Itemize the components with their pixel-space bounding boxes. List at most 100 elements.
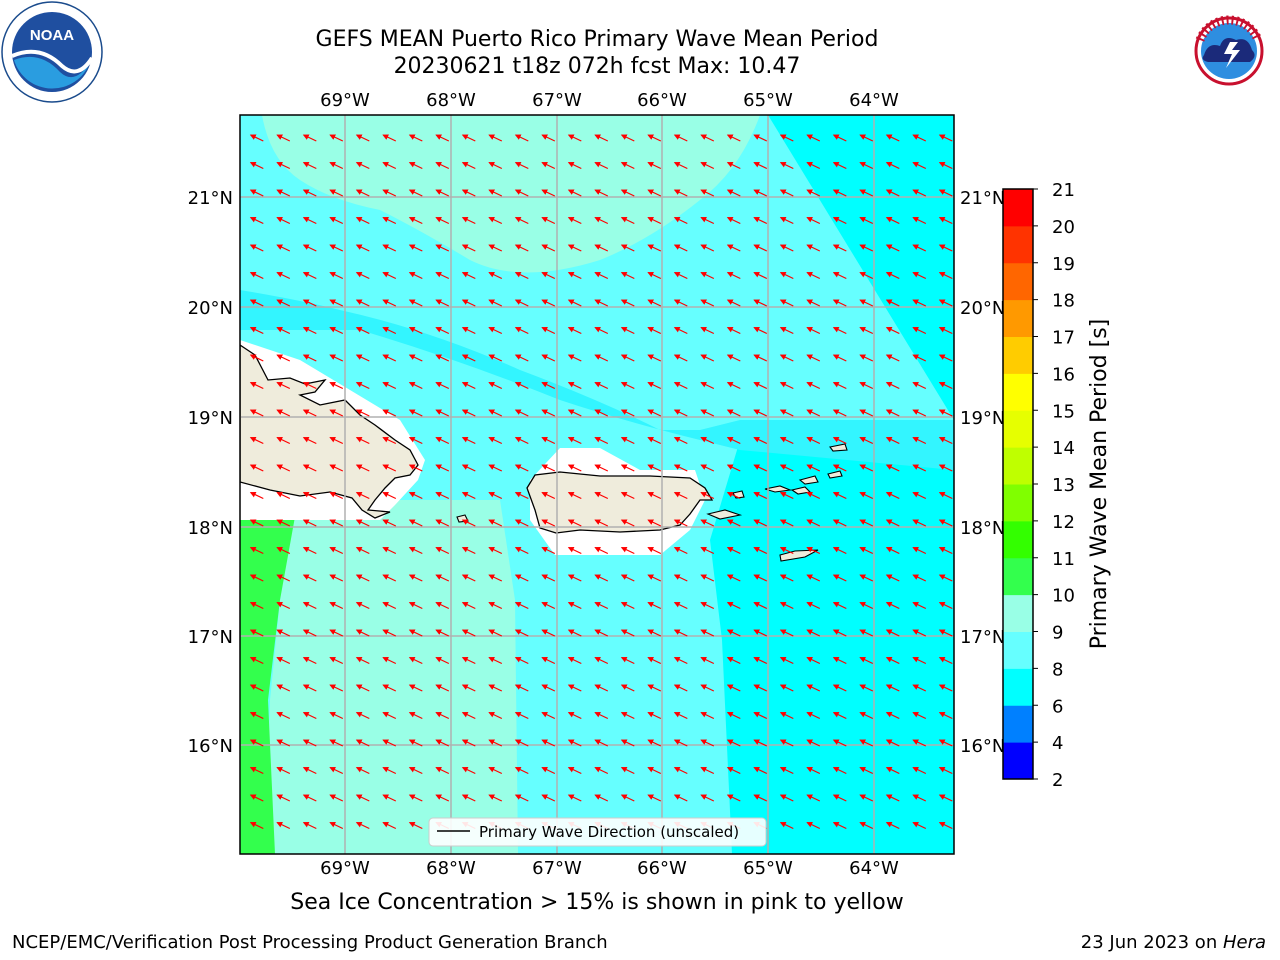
wave-arrow: [938, 821, 953, 830]
wave-arrow: [753, 546, 768, 555]
wave-arrow: [753, 354, 768, 362]
wave-arrow: [912, 711, 927, 720]
wave-arrow: [567, 409, 582, 417]
wave-arrow: [885, 381, 900, 390]
wave-arrow: [435, 354, 450, 362]
wave-arrow: [938, 244, 953, 252]
wave-arrow: [859, 684, 874, 692]
wave-arrow: [647, 656, 662, 665]
wave-arrow: [408, 216, 423, 225]
lat-label-left: 16°N: [188, 736, 233, 757]
wave-arrow: [276, 381, 291, 390]
wave-arrow: [753, 409, 768, 417]
wave-arrow: [249, 684, 264, 692]
wave-arrow: [408, 601, 423, 610]
wave-arrow: [329, 409, 344, 417]
wave-arrow: [700, 766, 715, 775]
wave-arrow: [249, 244, 264, 252]
wave-arrow: [541, 574, 556, 582]
wave-arrow: [673, 546, 688, 555]
wave-arrow: [620, 271, 635, 280]
wave-arrow: [647, 299, 662, 307]
wave-arrow: [859, 656, 874, 665]
wave-arrow: [302, 711, 317, 720]
wave-arrow: [912, 134, 927, 142]
lat-label-right: 19°N: [960, 408, 1005, 429]
wave-arrow: [302, 601, 317, 610]
wave-arrow: [567, 216, 582, 225]
wave-arrow: [435, 189, 450, 197]
wave-arrow: [249, 161, 264, 170]
wave-arrow: [488, 656, 503, 665]
wave-arrow: [885, 601, 900, 610]
wave-arrow: [912, 766, 927, 775]
wave-arrow: [302, 189, 317, 197]
wave-arrow: [461, 271, 476, 280]
wave-arrow: [806, 436, 821, 445]
wave-arrow: [806, 216, 821, 225]
wave-arrow: [726, 354, 741, 362]
wave-arrow: [620, 574, 635, 582]
wave-arrow: [620, 464, 635, 472]
wave-arrow: [912, 409, 927, 417]
wave-arrow: [435, 464, 450, 472]
wave-arrow: [938, 491, 953, 500]
lat-label-left: 21°N: [188, 188, 233, 209]
wave-arrow: [382, 134, 397, 142]
wave-arrow: [276, 436, 291, 445]
wave-arrow: [885, 821, 900, 830]
wave-arrow: [408, 326, 423, 335]
wave-arrow: [382, 711, 397, 720]
wave-arrow: [408, 766, 423, 775]
wave-arrow: [779, 574, 794, 582]
wave-arrow: [435, 739, 450, 747]
wave-arrow: [302, 821, 317, 830]
wave-arrow: [461, 381, 476, 390]
wave-arrow: [673, 464, 688, 472]
wave-arrow: [912, 546, 927, 555]
wave-arrow: [938, 546, 953, 555]
wave-arrow: [726, 711, 741, 720]
wave-arrow: [673, 299, 688, 307]
wave-arrow: [912, 794, 927, 802]
wave-arrow: [435, 436, 450, 445]
wave-arrow: [461, 409, 476, 417]
wave-arrow: [382, 409, 397, 417]
lon-label-top: 69°W: [320, 90, 370, 111]
wave-arrow: [461, 299, 476, 307]
wave-arrow: [408, 244, 423, 252]
wave-arrow: [753, 161, 768, 170]
wave-arrow: [355, 381, 370, 390]
wave-arrow: [594, 794, 609, 802]
wave-arrow: [700, 464, 715, 472]
wave-arrow: [779, 354, 794, 362]
wave-arrow: [249, 436, 264, 445]
wave-arrow: [355, 354, 370, 362]
lon-label-bottom: 67°W: [532, 858, 582, 879]
colorbar-tick-label: 21: [1052, 180, 1075, 201]
lat-label-right: 18°N: [960, 518, 1005, 539]
wave-arrow: [753, 656, 768, 665]
wave-arrow: [514, 711, 529, 720]
wave-arrow: [594, 409, 609, 417]
wave-arrow: [620, 409, 635, 417]
wave-arrow: [647, 766, 662, 775]
wave-arrow: [726, 244, 741, 252]
wave-arrow: [594, 464, 609, 472]
wave-arrow: [435, 711, 450, 720]
colorbar-tick-label: 13: [1052, 475, 1075, 496]
wave-arrow: [859, 354, 874, 362]
wave-arrow: [276, 326, 291, 335]
wave-arrow: [382, 381, 397, 390]
wave-arrow: [249, 711, 264, 720]
wave-arrow: [832, 519, 847, 527]
wave-arrow: [700, 354, 715, 362]
wave-arrow: [779, 656, 794, 665]
wave-arrow: [302, 381, 317, 390]
wave-arrow: [620, 711, 635, 720]
wave-arrow: [832, 216, 847, 225]
wave-arrow: [408, 574, 423, 582]
wave-arrow: [938, 134, 953, 142]
lon-label-bottom: 69°W: [320, 858, 370, 879]
